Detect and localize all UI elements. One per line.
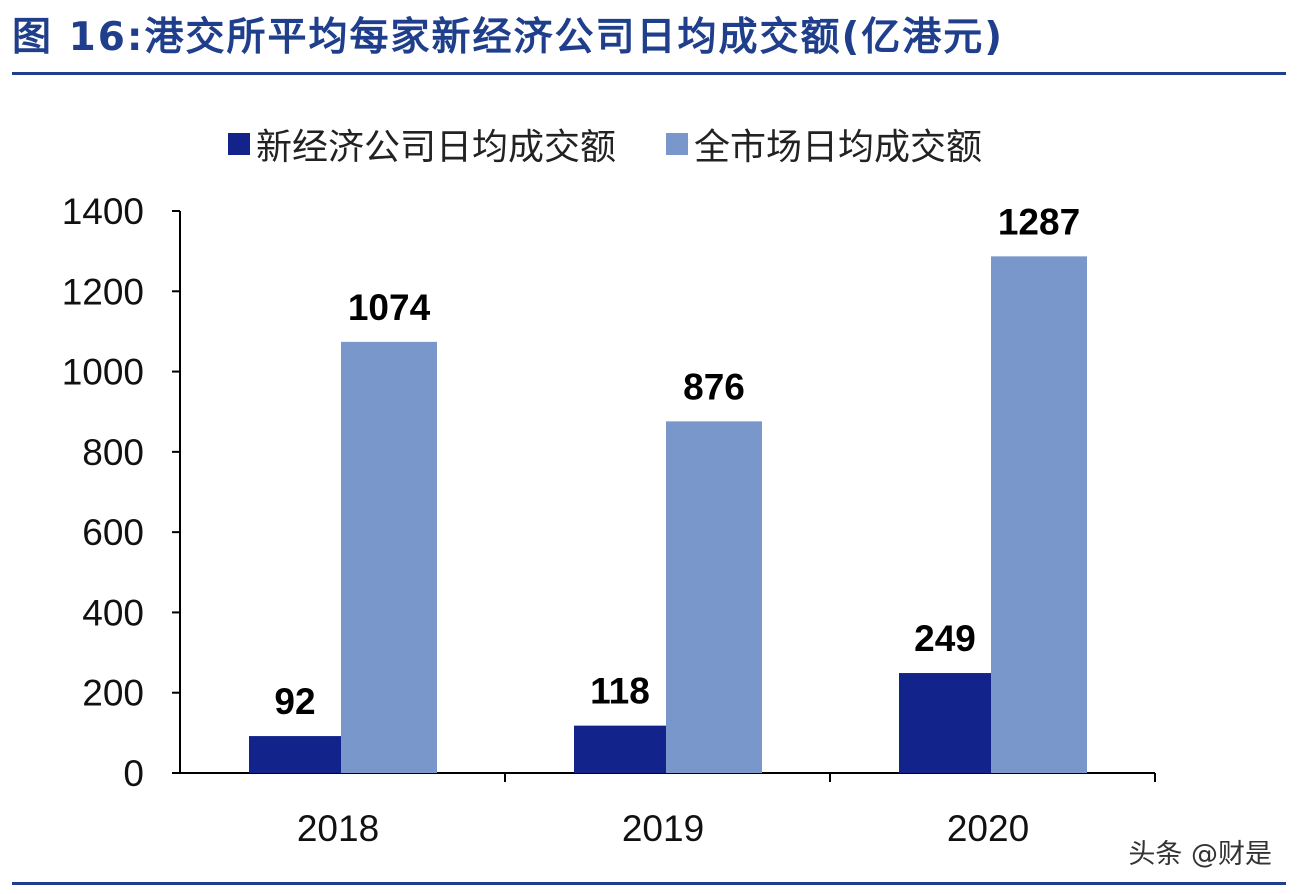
bottom-divider: [12, 882, 1286, 885]
legend-item-new-economy: 新经济公司日均成交额: [228, 118, 616, 170]
y-tick-label-400: 400: [82, 592, 144, 633]
data-label-2020-series-1: 1287: [998, 201, 1080, 242]
y-tick-label-1400: 1400: [62, 191, 144, 232]
y-tick-label-0: 0: [123, 753, 144, 794]
chart-title: 图 16:港交所平均每家新经济公司日均成交额(亿港元): [12, 15, 1005, 60]
legend-swatch-new-economy: [228, 133, 250, 155]
bar-2018-series-1: [341, 341, 437, 773]
x-tick-label-2018: 2018: [297, 808, 379, 849]
x-tick-label-2020: 2020: [947, 808, 1029, 849]
bar-2020-series-1: [991, 256, 1087, 773]
watermark: 头条 @财是: [1128, 839, 1272, 870]
y-tick-label-800: 800: [82, 432, 144, 473]
data-label-2020-series-0: 249: [914, 618, 976, 659]
legend-swatch-whole-market: [666, 133, 689, 155]
data-label-2018-series-0: 92: [274, 681, 315, 722]
bar-2019-series-1: [666, 421, 762, 773]
bar-2020-series-0: [899, 673, 991, 773]
y-tick-label-1000: 1000: [62, 352, 144, 393]
y-tick-label-600: 600: [82, 512, 144, 553]
data-label-2019-series-0: 118: [590, 671, 650, 712]
legend: 新经济公司日均成交额 全市场日均成交额: [228, 118, 1032, 170]
top-divider: [12, 72, 1286, 75]
y-tick-label-1200: 1200: [62, 271, 144, 312]
data-label-2018-series-1: 1074: [348, 287, 431, 328]
y-tick-label-200: 200: [82, 673, 144, 714]
data-label-2019-series-1: 876: [683, 366, 745, 407]
legend-label-whole-market: 全市场日均成交额: [694, 127, 983, 168]
x-tick-label-2019: 2019: [622, 808, 704, 849]
legend-label-new-economy: 新经济公司日均成交额: [256, 127, 617, 168]
bar-2018-series-0: [249, 736, 341, 773]
legend-item-whole-market: 全市场日均成交额: [666, 118, 982, 170]
bar-2019-series-0: [574, 725, 666, 773]
